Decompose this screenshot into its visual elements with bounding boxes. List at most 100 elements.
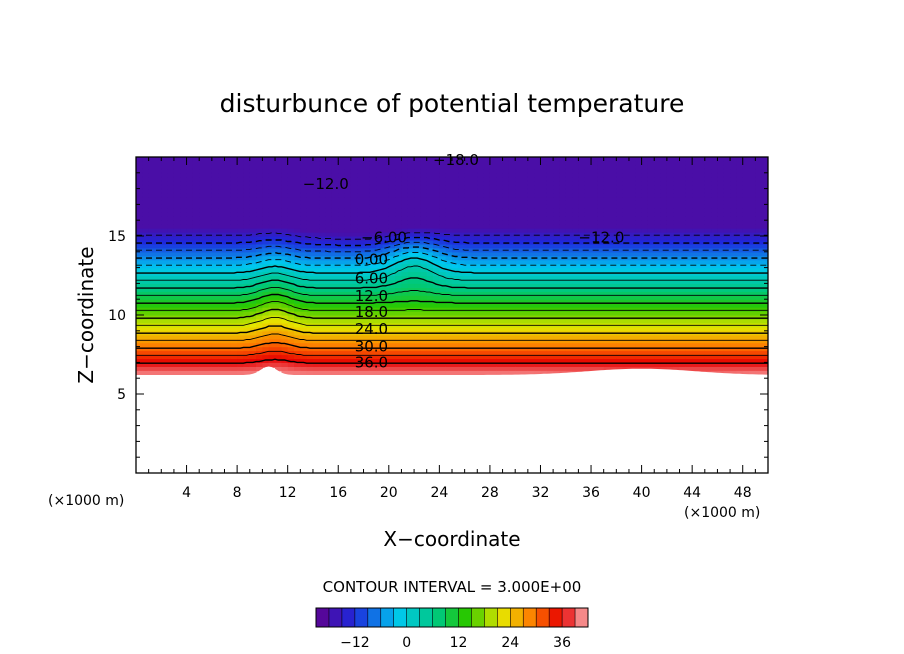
field-cell xyxy=(180,168,188,174)
field-cell xyxy=(294,330,301,336)
contour-field xyxy=(136,157,768,473)
field-cell xyxy=(704,370,712,373)
field-cell xyxy=(508,251,516,257)
field-cell xyxy=(584,204,592,209)
field-cell xyxy=(540,236,548,241)
field-cell xyxy=(401,334,409,340)
field-cell xyxy=(344,315,352,320)
field-cell xyxy=(275,239,282,245)
field-cell xyxy=(546,236,554,241)
field-cell xyxy=(350,168,358,174)
field-cell xyxy=(489,362,497,367)
field-cell xyxy=(199,212,207,217)
field-cell xyxy=(338,267,346,273)
field-cell xyxy=(527,366,535,371)
field-cell xyxy=(496,208,504,213)
field-cell xyxy=(186,220,194,225)
field-cell xyxy=(205,208,213,213)
field-cell xyxy=(357,188,365,194)
field-cell xyxy=(173,307,181,312)
field-cell xyxy=(698,275,706,280)
field-cell xyxy=(357,307,365,312)
field-cell xyxy=(565,307,573,312)
field-cell xyxy=(458,338,466,344)
field-cell xyxy=(597,279,605,284)
field-cell xyxy=(471,311,478,316)
field-cell xyxy=(281,311,289,316)
field-cell xyxy=(572,200,579,205)
field-cell xyxy=(572,263,579,269)
field-cell xyxy=(629,247,636,253)
field-cell xyxy=(148,299,156,304)
field-cell xyxy=(559,157,567,162)
field-cell xyxy=(401,255,409,261)
field-cell xyxy=(243,291,251,296)
field-cell xyxy=(173,232,181,237)
field-cell xyxy=(502,157,510,162)
field-cell xyxy=(508,299,516,304)
field-cell xyxy=(350,259,358,265)
field-cell xyxy=(224,160,232,166)
field-cell xyxy=(477,370,485,375)
field-cell xyxy=(180,188,188,194)
field-cell xyxy=(369,303,377,308)
field-cell xyxy=(363,307,371,312)
field-cell xyxy=(319,208,327,213)
field-cell xyxy=(262,168,270,174)
field-cell xyxy=(344,370,352,375)
field-cell xyxy=(344,354,352,359)
field-cell xyxy=(534,279,542,284)
field-cell xyxy=(420,259,428,265)
field-cell xyxy=(565,176,573,182)
field-cell xyxy=(262,239,270,245)
field-cell xyxy=(489,267,497,273)
field-cell xyxy=(331,172,339,178)
field-cell xyxy=(275,291,282,296)
field-cell xyxy=(173,212,181,217)
field-cell xyxy=(565,236,573,241)
field-cell xyxy=(180,243,188,249)
field-cell xyxy=(477,192,485,198)
field-cell xyxy=(173,176,181,182)
field-cell xyxy=(300,319,308,324)
field-cell xyxy=(136,303,143,308)
field-cell xyxy=(313,291,320,296)
field-cell xyxy=(597,358,605,363)
field-cell xyxy=(489,157,497,162)
field-cell xyxy=(369,200,377,205)
field-cell xyxy=(464,208,472,213)
field-cell xyxy=(496,243,504,249)
field-cell xyxy=(622,315,630,320)
field-cell xyxy=(300,259,308,265)
field-cell xyxy=(211,160,219,166)
field-cell xyxy=(654,251,662,257)
field-cell xyxy=(584,239,592,245)
field-cell xyxy=(540,220,548,225)
field-cell xyxy=(673,259,681,265)
field-cell xyxy=(578,172,586,178)
field-cell xyxy=(357,216,365,221)
field-cell xyxy=(553,366,560,371)
field-cell xyxy=(414,160,421,166)
field-cell xyxy=(496,216,504,221)
field-cell xyxy=(186,259,194,265)
field-cell xyxy=(407,239,415,245)
field-cell xyxy=(300,338,308,344)
field-cell xyxy=(546,291,554,296)
field-cell xyxy=(540,366,548,371)
field-cell xyxy=(692,271,700,277)
field-cell xyxy=(439,342,447,348)
field-cell xyxy=(508,334,516,340)
field-cell xyxy=(414,326,421,332)
field-cell xyxy=(489,307,497,312)
field-cell xyxy=(256,279,263,284)
field-cell xyxy=(294,172,301,178)
field-cell xyxy=(249,326,257,332)
field-cell xyxy=(597,342,605,348)
field-cell xyxy=(173,267,181,273)
field-cell xyxy=(477,350,485,356)
field-cell xyxy=(407,326,415,332)
field-cell xyxy=(243,275,251,280)
field-cell xyxy=(666,239,674,245)
field-cell xyxy=(294,287,301,292)
